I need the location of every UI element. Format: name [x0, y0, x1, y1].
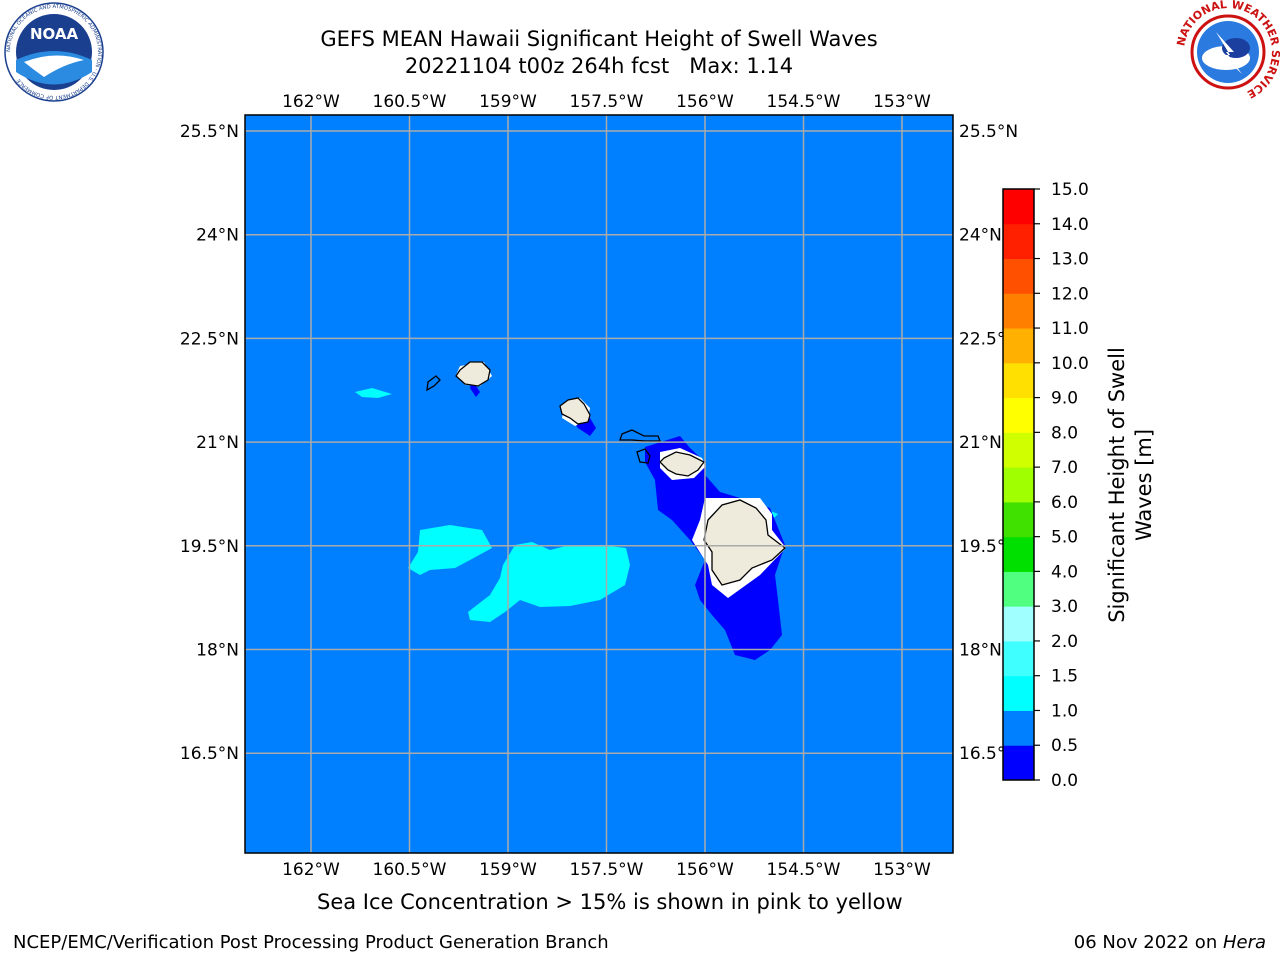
lon-tick-label-top: 160.5°W: [373, 92, 447, 112]
noaa-logo-text: NOAA: [30, 25, 79, 43]
colorbar-swatch: [1003, 536, 1034, 572]
colorbar-swatch: [1003, 293, 1034, 329]
colorbar-level-label: 9.0: [1051, 389, 1078, 409]
colorbar-level-label: 2.0: [1051, 632, 1078, 652]
map-panel: 162°W 162°W 160.5°W 160.5°W 159°W 159°W 157.5°…: [180, 92, 1018, 880]
colorbar-label-line2: Waves [m]: [1132, 429, 1156, 541]
colorbar-label-line1: Significant Height of Swell: [1105, 347, 1129, 623]
colorbar-swatch: [1003, 258, 1034, 294]
colorbar-swatch: [1003, 467, 1034, 503]
map-gridlines: [245, 115, 953, 853]
lat-tick-label-right: 24°N: [959, 226, 1002, 246]
island-molokai: [619, 429, 661, 442]
colorbar-label: Significant Height of Swell Waves [m]: [1105, 347, 1156, 623]
lon-tick-label-top: 162°W: [282, 92, 340, 112]
colorbar-swatch: [1003, 675, 1034, 711]
island-kauai: [455, 361, 491, 387]
lon-tick-label-top: 153°W: [873, 92, 931, 112]
lon-tick-label-bottom: 156°W: [676, 860, 734, 880]
colorbar-level-label: 11.0: [1051, 319, 1089, 339]
colorbar-level-label: 15.0: [1051, 180, 1089, 200]
lon-tick-label-top: 157.5°W: [570, 92, 644, 112]
noaa-logo-icon: NOAA NATIONAL OCEANIC AND ATMOSPHERIC AD…: [4, 2, 104, 102]
colorbar-swatch: [1003, 432, 1034, 468]
lon-tick-label-top: 154.5°W: [767, 92, 841, 112]
colorbar-swatch: [1003, 606, 1034, 642]
colorbar-swatch: [1003, 328, 1034, 364]
lat-tick-label-left: 21°N: [196, 433, 239, 453]
colorbar-level-label: 3.0: [1051, 597, 1078, 617]
lat-tick-label-right: 18°N: [959, 641, 1002, 661]
map-border: [244, 114, 954, 854]
ocean-background: [245, 115, 953, 853]
footer-date: 06 Nov 2022 on Hera: [1073, 932, 1266, 953]
colorbar-level-label: 13.0: [1051, 250, 1089, 270]
lat-tick-label-left: 22.5°N: [180, 329, 239, 349]
colorbar-swatch: [1003, 397, 1034, 433]
colorbar-border: [1002, 188, 1035, 781]
colorbar-level-label: 6.0: [1051, 493, 1078, 513]
lon-tick-label-top: 159°W: [479, 92, 537, 112]
colorbar-level-label: 8.0: [1051, 423, 1078, 443]
footer-branch: NCEP/EMC/Verification Post Processing Pr…: [13, 932, 609, 953]
lon-tick-label-bottom: 154.5°W: [767, 860, 841, 880]
colorbar-level-label: 5.0: [1051, 528, 1078, 548]
colorbar-swatch: [1003, 745, 1034, 781]
colorbar-level-label: 1.5: [1051, 667, 1078, 687]
lat-tick-label-right: 25.5°N: [959, 122, 1018, 142]
colorbar-level-label: 4.0: [1051, 562, 1078, 582]
lat-tick-label-left: 16.5°N: [180, 744, 239, 764]
colorbar-level-label: 0.5: [1051, 736, 1078, 756]
lat-tick-label-left: 25.5°N: [180, 122, 239, 142]
colorbar-swatch: [1003, 710, 1034, 746]
island-maui: [659, 451, 705, 477]
island-niihau: [426, 375, 441, 392]
island-oahu: [559, 397, 591, 425]
lat-tick-label-right: 21°N: [959, 433, 1002, 453]
colorbar-swatch: [1003, 223, 1034, 260]
island-lanai: [636, 448, 651, 464]
colorbar-level-label: 14.0: [1051, 215, 1089, 235]
islands: [426, 361, 787, 586]
colorbar-swatch: [1003, 640, 1034, 677]
lon-tick-label-bottom: 160.5°W: [373, 860, 447, 880]
colorbar-level-label: 10.0: [1051, 354, 1089, 374]
colorbar-level-label: 7.0: [1051, 458, 1078, 478]
footer-host: Hera: [1222, 932, 1266, 953]
colorbar-level-label: 12.0: [1051, 284, 1089, 304]
lon-tick-label-bottom: 153°W: [873, 860, 931, 880]
lon-tick-label-bottom: 162°W: [282, 860, 340, 880]
lat-tick-label-left: 18°N: [196, 641, 239, 661]
lon-tick-label-bottom: 157.5°W: [570, 860, 644, 880]
lon-tick-label-top: 156°W: [676, 92, 734, 112]
colorbar-level-label: 1.0: [1051, 701, 1078, 721]
lat-tick-label-left: 24°N: [196, 226, 239, 246]
lon-tick-label-bottom: 159°W: [479, 860, 537, 880]
colorbar-swatch: [1003, 189, 1034, 225]
colorbar: 0.0 0.5 1.0 1.5 2.0 3.0 4.0 5.0 6.0 7.0 8.0 9.0 10.0…: [1002, 180, 1089, 791]
map-title: GEFS MEAN Hawaii Significant Height of S…: [320, 27, 878, 51]
colorbar-level-label: 0.0: [1051, 771, 1078, 791]
colorbar-swatch: [1003, 501, 1034, 538]
island-big-island: [703, 499, 787, 586]
lat-tick-label-left: 19.5°N: [180, 537, 239, 557]
colorbar-swatch: [1003, 362, 1034, 399]
colorbar-swatch: [1003, 571, 1034, 607]
map-subtitle: 20221104 t00z 264h fcst Max: 1.14: [404, 54, 794, 78]
